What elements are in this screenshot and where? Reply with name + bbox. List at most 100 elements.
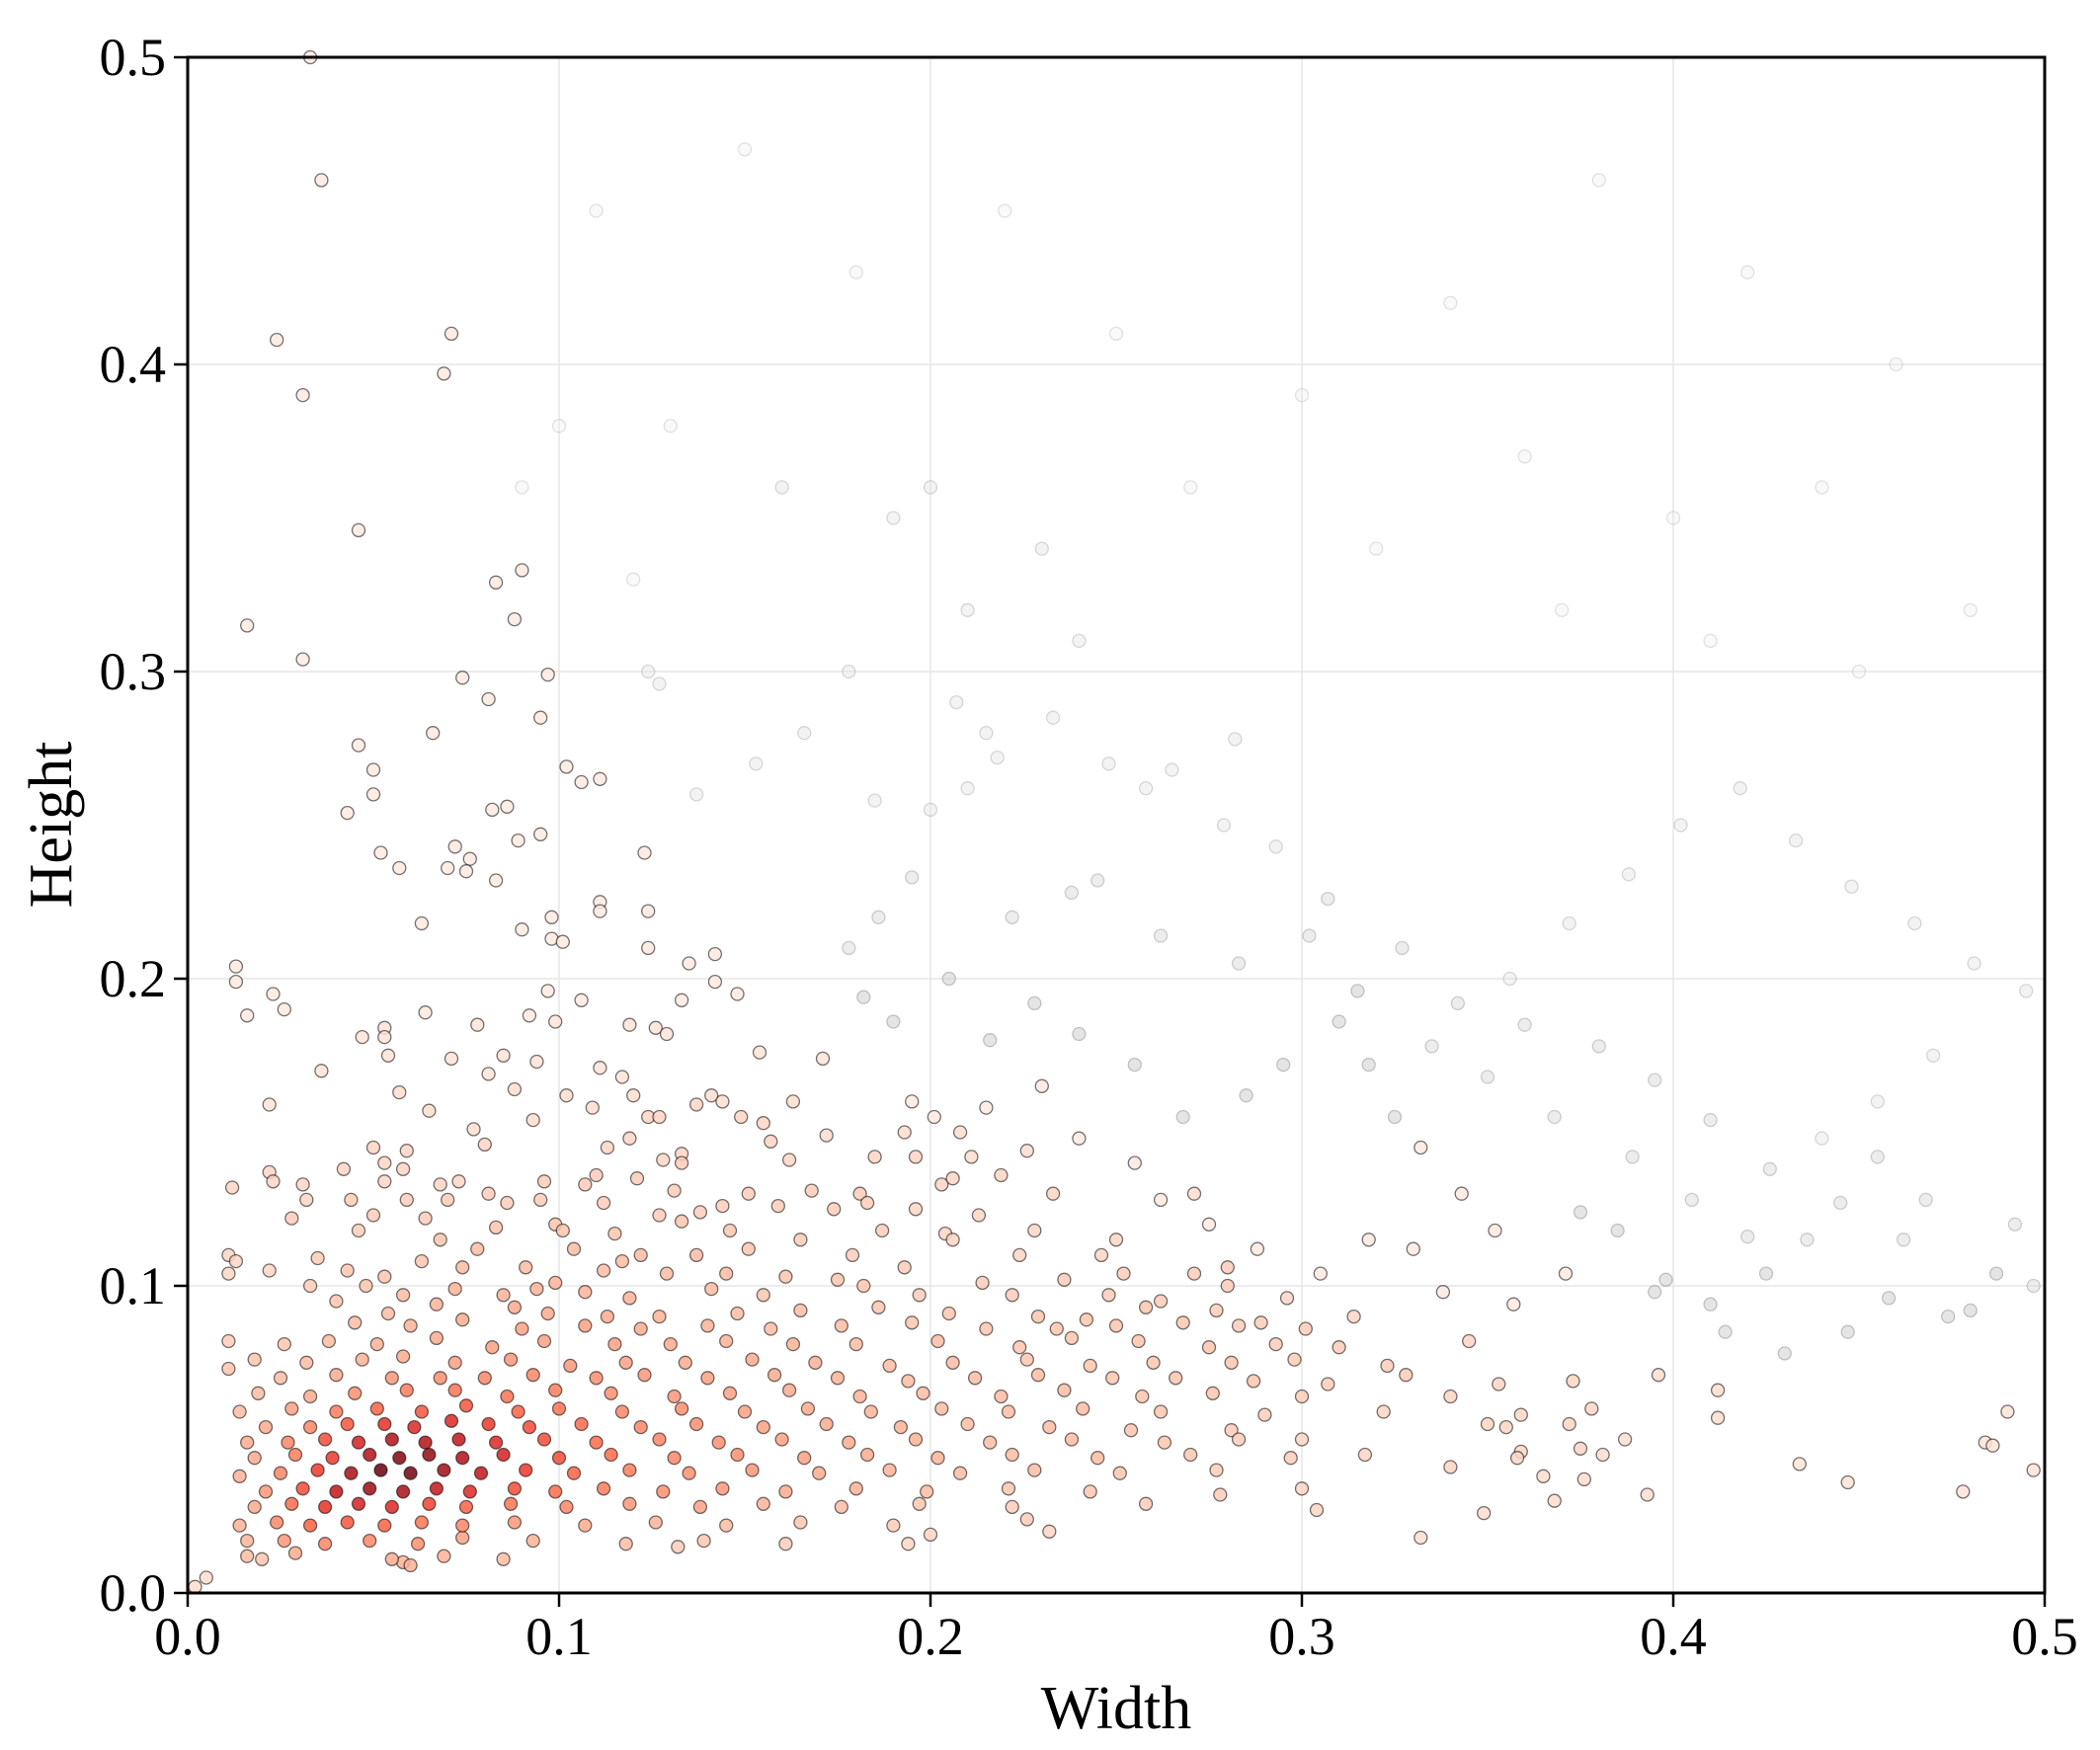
data-point [863,1404,878,1419]
data-point [1555,602,1570,617]
data-point [607,1226,622,1241]
data-point [897,1125,912,1140]
x-tick-label: 0.0 [154,1607,221,1666]
data-point [1186,1186,1202,1201]
data-point [1123,1423,1139,1438]
data-point [507,1481,523,1496]
data-point [767,1368,782,1383]
data-point [1268,839,1283,854]
data-point [785,1094,801,1109]
data-point [604,1386,618,1400]
data-point [1844,879,1859,894]
data-point [967,1371,983,1386]
data-point [633,1321,648,1336]
data-point [1346,1309,1361,1324]
data-point [317,1537,333,1551]
data-point [266,987,281,1001]
data-point [815,1051,831,1067]
data-point [1005,1447,1019,1463]
data-point [622,1463,637,1477]
data-point [848,1481,863,1496]
x-axis-ticks: 0.0 0.1 0.2 0.3 0.4 0.5 [154,1593,2078,1666]
data-point [1049,1321,1064,1336]
data-point [255,1551,270,1566]
data-point [407,1419,422,1435]
data-point [1135,1389,1150,1404]
data-point [403,1557,418,1573]
data-point [1183,1447,1198,1463]
data-point [1231,1432,1247,1447]
data-point [1205,1386,1220,1400]
data-point [983,1033,998,1048]
data-point [1279,1291,1295,1306]
data-point [819,1416,834,1432]
data-point [384,1551,399,1566]
data-point [905,1315,920,1330]
data-point [507,1515,523,1530]
data-point [979,1100,994,1115]
y-axis-label: Height [18,742,85,909]
data-point [923,802,938,818]
data-point [392,860,407,876]
data-point [945,1355,960,1370]
data-point [1287,1352,1302,1367]
data-point [317,1432,333,1447]
data-point [574,1416,589,1432]
data-point [344,1466,359,1480]
data-point [667,1389,682,1404]
data-point [663,419,678,434]
data-point [1573,1205,1588,1220]
data-point [559,759,574,774]
data-point [1450,995,1466,1011]
data-point [930,1333,945,1349]
data-point [1733,781,1747,796]
data-point [1517,449,1532,464]
data-point [1506,1297,1521,1312]
data-point [1480,1070,1495,1084]
data-point [1558,1266,1574,1281]
data-point [525,1368,540,1383]
data-point [774,480,789,495]
data-point [1985,1438,2000,1453]
data-point [745,1463,760,1477]
data-point [414,915,430,931]
data-point [1045,710,1061,725]
data-point [704,1281,719,1297]
data-point [426,726,441,741]
data-point [363,1447,377,1463]
data-point [1502,971,1517,987]
data-point [473,1466,489,1480]
data-point [1027,995,1042,1011]
data-point [287,1546,303,1560]
data-point [392,1084,407,1100]
data-point [488,1435,504,1450]
data-point [626,572,641,587]
data-point [979,1321,994,1336]
data-point [692,1205,708,1220]
data-point [481,1416,496,1432]
data-point [1399,1368,1413,1383]
data-point [447,1281,462,1297]
data-point [622,1496,637,1511]
data-point [503,1496,519,1511]
data-point [1477,1505,1492,1521]
data-point [1488,1223,1502,1238]
data-point [240,1008,255,1023]
data-point [618,1537,633,1551]
data-point [414,1253,430,1269]
data-point [1220,1260,1235,1275]
data-point [284,1401,299,1416]
data-point [444,1413,459,1428]
data-point [901,1537,916,1551]
data-point [551,419,567,434]
data-point [908,1432,924,1447]
data-point [641,664,656,679]
data-point [886,511,901,525]
data-point [470,1241,485,1256]
data-point [1395,940,1410,956]
data-point [834,1499,848,1515]
data-point [797,1451,812,1466]
data-point [228,1253,244,1269]
data-point [1665,511,1681,525]
data-point [410,1537,426,1551]
